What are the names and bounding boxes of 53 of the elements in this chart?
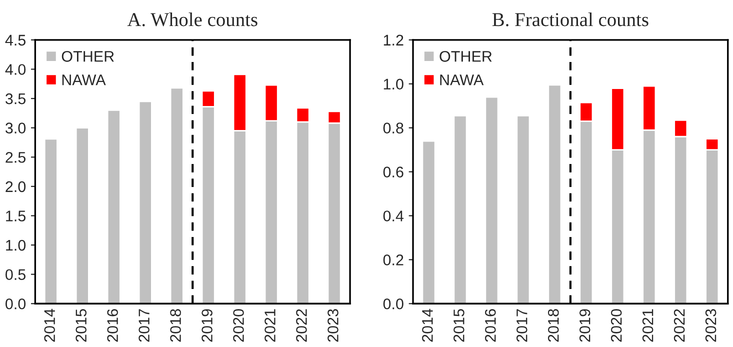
bar (44, 138, 58, 304)
x-tick-label: 2016 (107, 309, 118, 342)
y-tick-label: 0.4 (383, 210, 404, 222)
x-tick-label: 2021 (264, 309, 276, 342)
y-tick-label: 0.0 (383, 298, 404, 310)
bar (138, 100, 152, 304)
x-tick-label: 2014 (44, 308, 56, 342)
y-tick-label: 4.5 (5, 34, 26, 46)
bar (422, 140, 436, 304)
x-tick-label: 2022 (674, 309, 685, 342)
y-tick-label: 0.5 (6, 269, 26, 280)
legend-label: NAWA (440, 74, 484, 86)
legend-label: OTHER (62, 51, 114, 62)
y-tick-label: 1.0 (384, 78, 404, 90)
bar (516, 115, 530, 304)
x-tick-label: 2016 (485, 309, 496, 342)
bar (548, 84, 562, 304)
x-tick-label: 2021 (642, 309, 654, 342)
bar (170, 87, 184, 304)
y-tick-label: 0.2 (383, 254, 404, 266)
y-tick-label: 1.2 (384, 34, 404, 46)
bar (106, 110, 121, 304)
x-tick-label: 2015 (76, 309, 87, 342)
y-tick-label: 2.5 (6, 152, 26, 163)
x-tick-label: 2019 (579, 309, 590, 342)
legend-label: NAWA (62, 74, 106, 86)
chart-title: B. Fractional counts (492, 12, 648, 26)
x-tick-label: 2017 (516, 309, 528, 342)
y-tick-label: 2.0 (6, 181, 26, 192)
bar (75, 127, 90, 304)
y-tick-label: 0.6 (383, 166, 404, 178)
y-tick-label: 3.0 (6, 122, 26, 134)
y-tick-label: 1.5 (6, 210, 26, 222)
chart-title: A. Whole counts (127, 12, 258, 26)
bar (453, 115, 468, 304)
x-tick-label: 2023 (705, 309, 716, 342)
y-tick-label: 3.5 (6, 93, 26, 104)
bar (484, 96, 499, 304)
y-tick-label: 0.8 (383, 122, 404, 134)
legend-label: OTHER (440, 51, 492, 62)
x-tick-label: 2018 (170, 309, 181, 342)
y-tick-label: 4.0 (5, 64, 26, 75)
x-tick-label: 2017 (138, 309, 150, 342)
y-tick-label: 0.0 (6, 298, 26, 310)
y-tick-label: 1.0 (6, 240, 26, 251)
x-tick-label: 2015 (454, 309, 464, 342)
x-tick-label: 2018 (548, 309, 559, 342)
x-tick-label: 2014 (422, 308, 433, 342)
x-tick-label: 2023 (328, 309, 338, 342)
x-tick-label: 2020 (233, 309, 244, 342)
x-tick-label: 2020 (610, 309, 622, 342)
x-tick-label: 2019 (202, 309, 212, 342)
x-tick-label: 2022 (296, 309, 307, 342)
